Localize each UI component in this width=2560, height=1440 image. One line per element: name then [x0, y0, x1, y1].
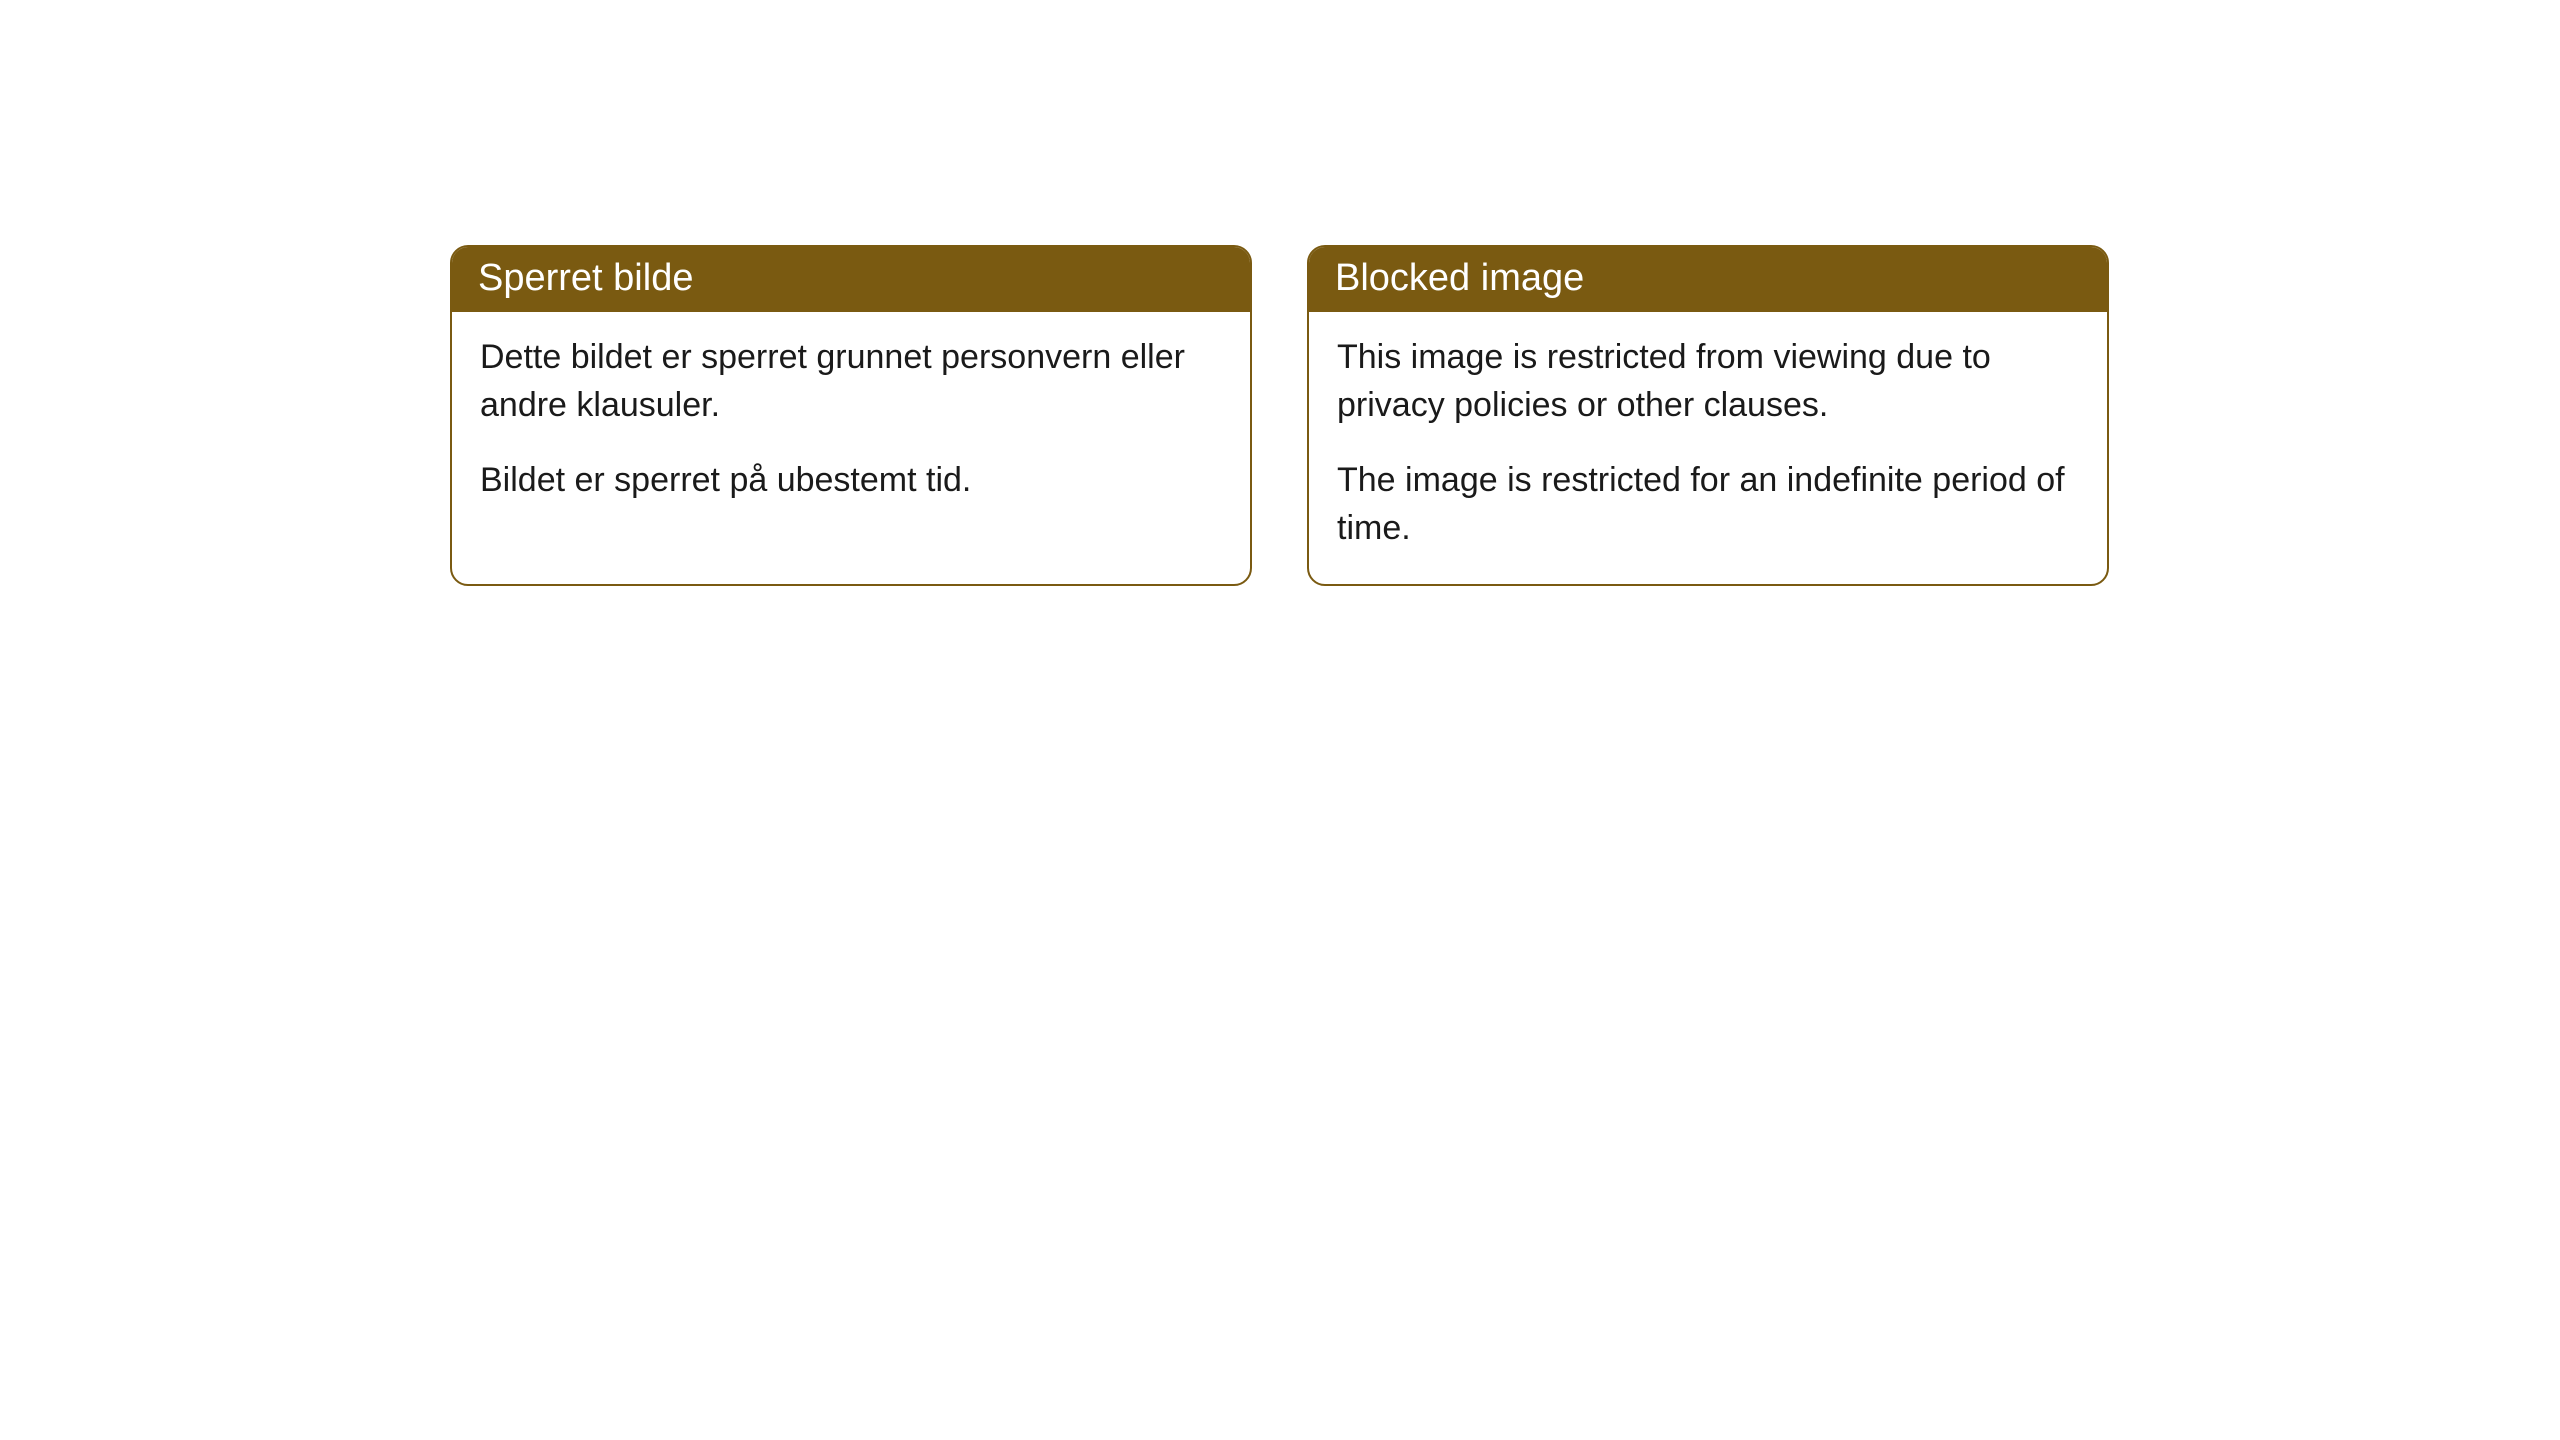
card-paragraph-1: Dette bildet er sperret grunnet personve…	[480, 334, 1222, 429]
card-title: Sperret bilde	[478, 257, 693, 299]
card-paragraph-2: Bildet er sperret på ubestemt tid.	[480, 457, 1222, 505]
card-body: Dette bildet er sperret grunnet personve…	[452, 312, 1250, 537]
card-paragraph-1: This image is restricted from viewing du…	[1337, 334, 2079, 429]
blocked-image-card-no: Sperret bilde Dette bildet er sperret gr…	[450, 245, 1252, 586]
card-body: This image is restricted from viewing du…	[1309, 312, 2107, 584]
card-header: Sperret bilde	[452, 247, 1250, 312]
card-header: Blocked image	[1309, 247, 2107, 312]
card-title: Blocked image	[1335, 257, 1584, 299]
blocked-image-card-en: Blocked image This image is restricted f…	[1307, 245, 2109, 586]
cards-container: Sperret bilde Dette bildet er sperret gr…	[450, 245, 2109, 586]
card-paragraph-2: The image is restricted for an indefinit…	[1337, 457, 2079, 552]
